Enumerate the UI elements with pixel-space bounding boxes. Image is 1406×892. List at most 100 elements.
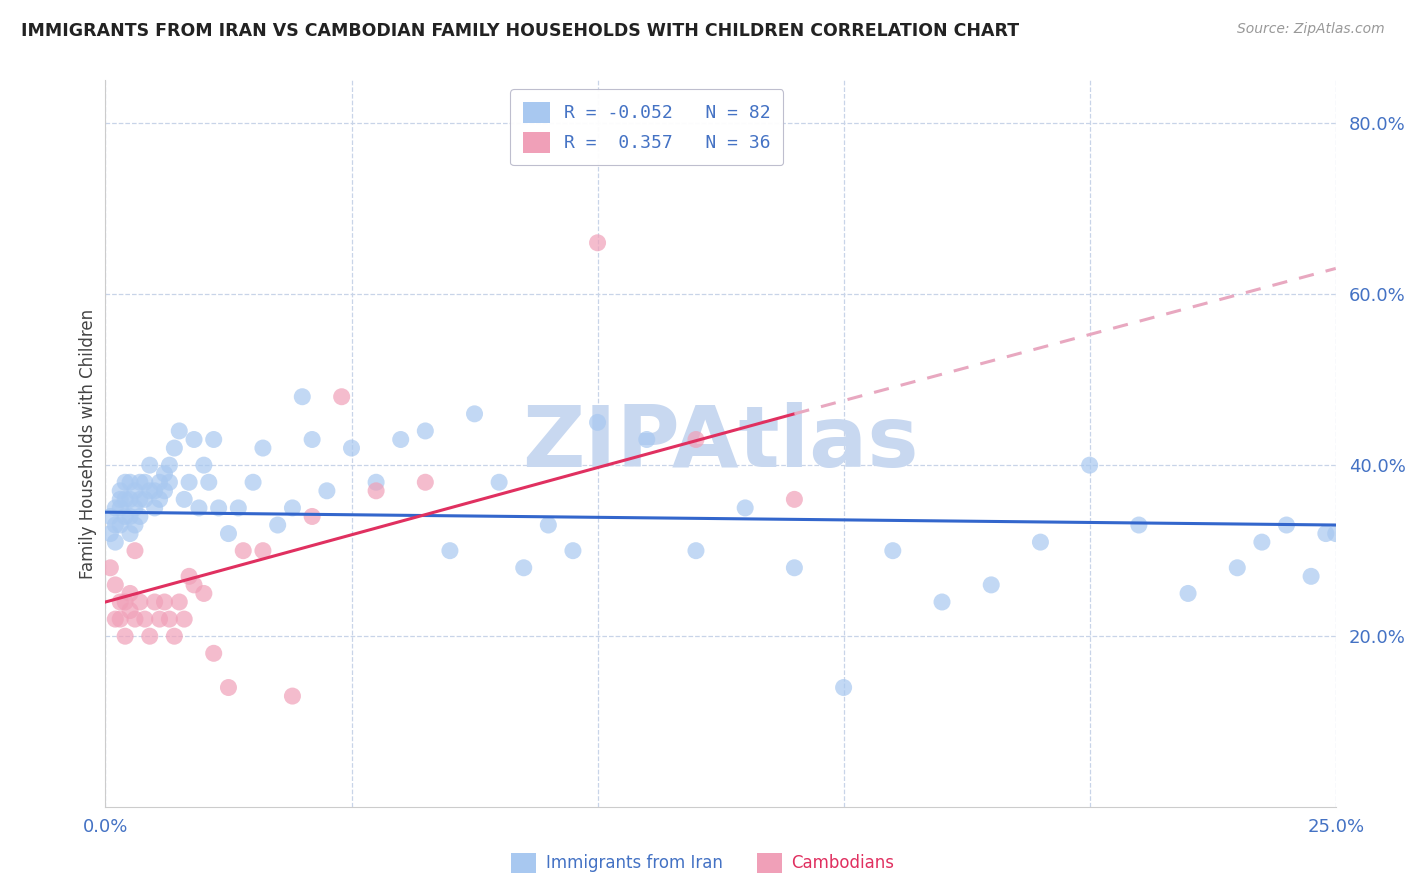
Text: ZIPAtlas: ZIPAtlas <box>522 402 920 485</box>
Point <box>188 500 211 515</box>
Point <box>1251 535 1274 549</box>
Point <box>124 483 146 498</box>
Point <box>281 500 304 515</box>
Point <box>120 526 141 541</box>
Point <box>366 475 388 490</box>
Point <box>124 543 146 558</box>
Point <box>110 612 132 626</box>
Point <box>134 475 156 490</box>
Point <box>1315 526 1337 541</box>
Point <box>301 433 323 447</box>
Point <box>202 433 225 447</box>
Text: IMMIGRANTS FROM IRAN VS CAMBODIAN FAMILY HOUSEHOLDS WITH CHILDREN CORRELATION CH: IMMIGRANTS FROM IRAN VS CAMBODIAN FAMILY… <box>21 22 1019 40</box>
Point <box>193 586 215 600</box>
Point <box>110 518 132 533</box>
Point <box>163 441 186 455</box>
Point <box>98 561 122 575</box>
Point <box>104 500 127 515</box>
Point <box>124 518 146 533</box>
Point <box>252 441 274 455</box>
Point <box>183 433 205 447</box>
Point <box>104 612 127 626</box>
Point <box>488 475 510 490</box>
Point <box>104 535 127 549</box>
Point <box>179 569 201 583</box>
Point <box>1177 586 1199 600</box>
Point <box>267 518 290 533</box>
Point <box>169 595 191 609</box>
Point <box>138 629 162 643</box>
Point <box>163 629 186 643</box>
Point <box>143 500 166 515</box>
Point <box>159 475 180 490</box>
Point <box>104 578 127 592</box>
Point <box>252 543 274 558</box>
Point <box>586 235 609 250</box>
Point <box>114 629 136 643</box>
Point <box>124 612 146 626</box>
Point <box>232 543 254 558</box>
Point <box>149 475 172 490</box>
Point <box>1128 518 1150 533</box>
Point <box>110 500 132 515</box>
Point <box>562 543 585 558</box>
Point <box>413 475 436 490</box>
Point <box>783 492 806 507</box>
Point <box>340 441 363 455</box>
Point <box>242 475 264 490</box>
Point <box>110 595 132 609</box>
Point <box>281 689 304 703</box>
Point <box>832 681 855 695</box>
Point <box>153 467 176 481</box>
Point <box>129 595 152 609</box>
Point <box>98 509 122 524</box>
Point <box>159 458 180 472</box>
Point <box>513 561 536 575</box>
Point <box>120 492 141 507</box>
Point <box>149 612 172 626</box>
Point <box>114 492 136 507</box>
Point <box>586 416 609 430</box>
Point <box>1324 526 1347 541</box>
Point <box>104 518 127 533</box>
Point <box>129 475 152 490</box>
Point <box>114 595 136 609</box>
Point <box>159 612 180 626</box>
Point <box>110 483 132 498</box>
Point <box>301 509 323 524</box>
Point <box>464 407 486 421</box>
Point <box>120 475 141 490</box>
Point <box>931 595 953 609</box>
Point <box>129 509 152 524</box>
Point <box>218 526 240 541</box>
Point <box>537 518 560 533</box>
Point <box>685 543 707 558</box>
Point <box>143 595 166 609</box>
Point <box>173 492 195 507</box>
Point <box>124 500 146 515</box>
Point <box>134 492 156 507</box>
Point <box>413 424 436 438</box>
Point <box>110 492 132 507</box>
Point <box>1078 458 1101 472</box>
Point <box>173 612 195 626</box>
Point <box>143 483 166 498</box>
Point <box>208 500 231 515</box>
Point <box>228 500 250 515</box>
Legend: Immigrants from Iran, Cambodians: Immigrants from Iran, Cambodians <box>505 847 901 880</box>
Text: Source: ZipAtlas.com: Source: ZipAtlas.com <box>1237 22 1385 37</box>
Point <box>120 509 141 524</box>
Point <box>783 561 806 575</box>
Point <box>1301 569 1323 583</box>
Point <box>202 646 225 660</box>
Point <box>153 483 176 498</box>
Point <box>98 526 122 541</box>
Point <box>330 390 353 404</box>
Point <box>120 603 141 617</box>
Point <box>315 483 337 498</box>
Point <box>685 433 707 447</box>
Point <box>389 433 412 447</box>
Point <box>134 612 156 626</box>
Point <box>366 483 388 498</box>
Point <box>179 475 201 490</box>
